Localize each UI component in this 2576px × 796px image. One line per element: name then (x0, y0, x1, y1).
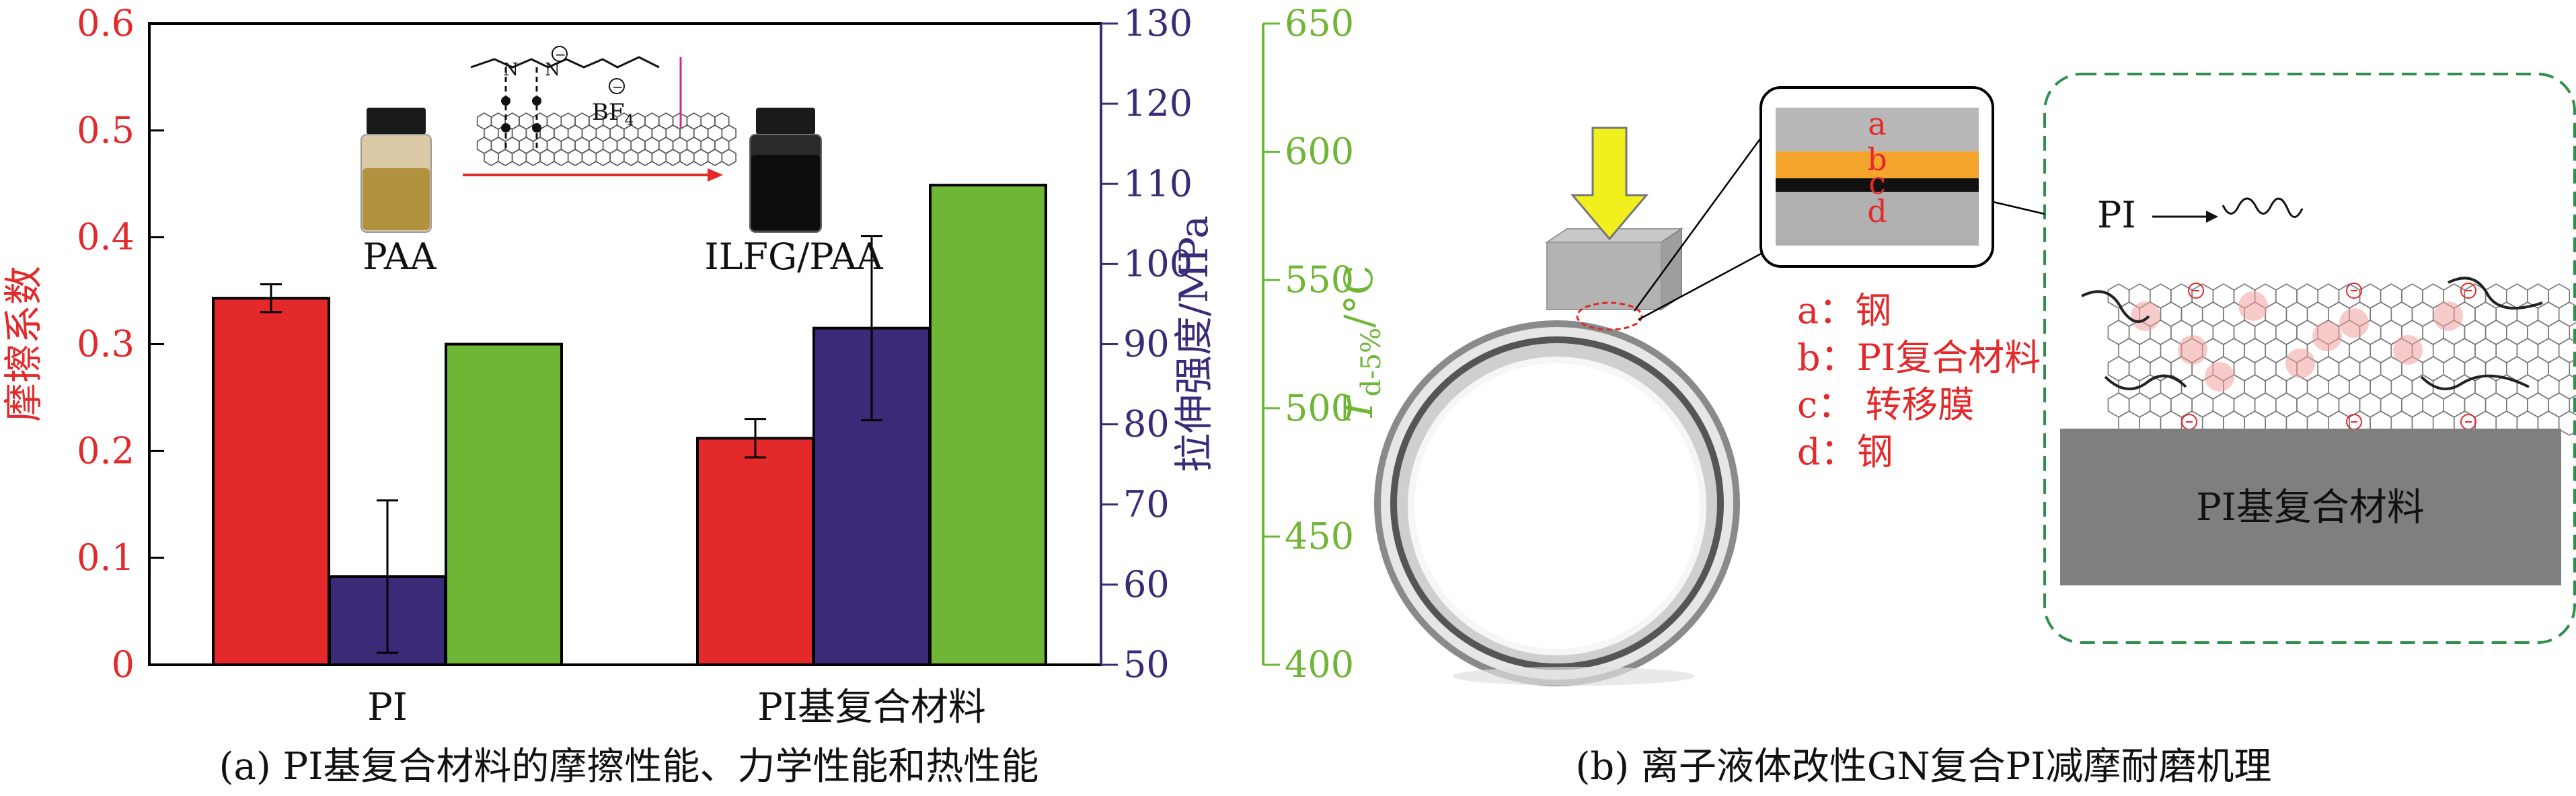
right1-tick-label: 90 (1123, 323, 1170, 365)
category-label: PI基复合材料 (757, 686, 986, 729)
panel-b-caption: (b) 离子液体改性GN复合PI减摩耐磨机理 (1576, 745, 2272, 789)
right1-tick-label: 130 (1123, 2, 1192, 44)
vial-paa-image (361, 108, 432, 233)
sample-block-image (1544, 227, 1684, 311)
graphene-molecule-icon: N N − − BF4 (470, 46, 736, 166)
right2-tick-label: 500 (1285, 387, 1354, 429)
composite-block (2060, 429, 2561, 585)
right1-axis: 50 60 70 80 90 100 110 120 130 (1101, 2, 1192, 686)
bar-left-0 (212, 297, 330, 666)
category-labels: PI PI基复合材料 (367, 686, 986, 729)
right2-label-main: T (1336, 394, 1381, 423)
right2-axis: 400 450 500 550 600 650 (1263, 2, 1354, 686)
left-tick-label: 0 (112, 643, 135, 686)
polymer-chain-icon (2222, 197, 2304, 218)
contact-zone-ellipse (1576, 301, 1643, 331)
layer-zoom-inset (1759, 86, 1994, 268)
left-tick-label: 0.6 (77, 2, 135, 44)
right2-label-unit: /°C (1336, 265, 1381, 328)
layer-letter: a (1868, 106, 1886, 142)
svg-text:−: − (612, 79, 623, 95)
charge-marker (2346, 283, 2362, 299)
mechanism-box (2043, 73, 2576, 644)
arrow-right-icon (2152, 211, 2218, 223)
right1-tick-label: 120 (1123, 82, 1192, 124)
molecule-bf4-label: BF4 (592, 99, 634, 129)
right2-tick-label: 650 (1285, 2, 1354, 44)
layer-letter: c (1868, 165, 1886, 201)
legend-item: d：钢 (1797, 431, 1893, 473)
svg-text:N: N (545, 60, 560, 80)
left-tick-label: 0.1 (77, 536, 135, 579)
right1-tick-label: 100 (1123, 242, 1192, 285)
vial-ilfg-paa-label: ILFG/PAA (704, 236, 883, 278)
legend-item: a：钢 (1797, 289, 1891, 332)
composite-block-label: PI基复合材料 (2196, 486, 2425, 530)
right1-tick-label: 110 (1123, 162, 1192, 205)
legend-item: c： 转移膜 (1797, 384, 1974, 426)
right2-axis-label: Td-5%/°C (1336, 265, 1387, 423)
right1-axis-label: 拉伸强度/MPa (1171, 215, 1217, 472)
svg-text:−: − (555, 46, 566, 63)
charge-marker (2188, 283, 2204, 299)
left-tick-label: 0.2 (77, 429, 135, 472)
bar-left-1 (696, 437, 815, 666)
vial-ilfg-paa-image (749, 108, 822, 233)
red-arrow-icon (463, 168, 723, 182)
category-label: PI (367, 686, 408, 729)
right1-tick-label: 80 (1123, 403, 1170, 445)
vial-paa-label: PAA (363, 236, 437, 278)
layer-letter: d (1867, 193, 1887, 229)
charge-marker (2460, 283, 2476, 299)
left-axis: 0 0.1 0.2 0.3 0.4 0.5 0.6 (77, 2, 164, 686)
legend-item: b：PI复合材料 (1797, 336, 2041, 379)
left-tick-label: 0.3 (77, 323, 135, 365)
left-tick-label: 0.4 (77, 216, 135, 258)
bars-layer (212, 184, 1047, 667)
right2-tick-label: 450 (1285, 515, 1354, 557)
steel-ring-image (1374, 320, 1740, 686)
layer-legend: a：钢b：PI复合材料 c： 转移膜 d：钢 (1797, 289, 2041, 473)
pi-label: PI (2097, 194, 2136, 236)
right1-tick-label: 50 (1123, 643, 1170, 686)
left-tick-label: 0.5 (77, 109, 135, 151)
right2-tick-label: 400 (1285, 643, 1354, 686)
right1-tick-label: 60 (1123, 563, 1170, 606)
panel-a-caption: (a) PI基复合材料的摩擦性能、力学性能和热性能 (219, 745, 1039, 789)
svg-text:N: N (503, 60, 519, 80)
right2-tick-label: 550 (1285, 258, 1354, 301)
right1-tick-label: 70 (1123, 483, 1170, 526)
load-arrow-icon (1570, 126, 1649, 241)
right2-tick-label: 600 (1285, 131, 1354, 173)
modified-graphene-cluster-icon (2081, 277, 2576, 436)
layer-letter: b (1867, 141, 1887, 178)
inset-illustration: PAA ILFG/PAA (361, 46, 884, 278)
bar-right2-1 (929, 184, 1047, 666)
left-axis-label: 摩擦系数 (1, 266, 46, 422)
panel-a: 0 0.1 0.2 0.3 0.4 0.5 0.6 摩擦系数 50 60 70 80 90 100 11… (1, 2, 1387, 789)
right2-label-sub: d-5% (1356, 328, 1387, 397)
bar-right2-0 (445, 342, 563, 666)
